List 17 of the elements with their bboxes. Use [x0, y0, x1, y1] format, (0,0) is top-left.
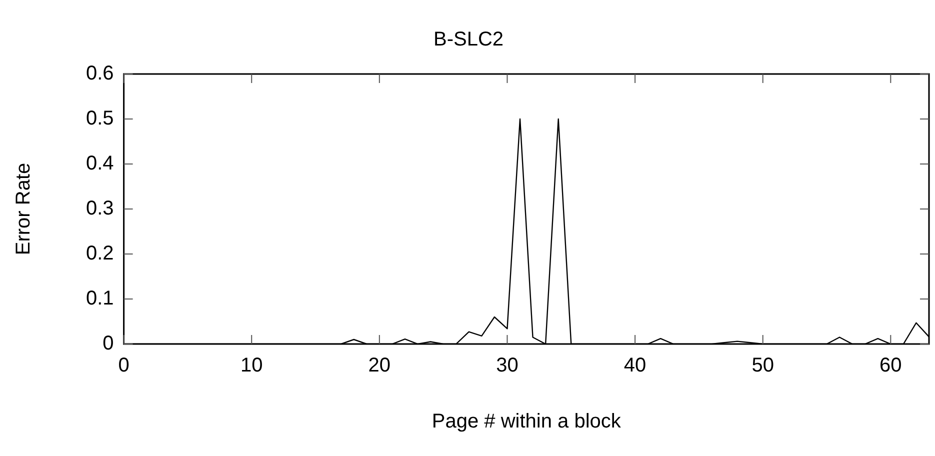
y-tick-label: 0.1 [86, 288, 114, 310]
y-tick-label: 0.2 [86, 242, 114, 265]
x-tick-label: 60 [880, 354, 902, 377]
y-tick-label: 0.3 [86, 198, 114, 220]
chart-title: B-SLC2 [433, 28, 504, 51]
x-tick-label: 40 [624, 354, 646, 377]
y-axis-title: Error Rate [12, 162, 35, 256]
y-tick-label: 0.4 [86, 152, 114, 175]
x-tick-label: 20 [368, 354, 391, 377]
x-tick-label: 50 [752, 354, 774, 377]
x-axis-title: Page # within a block [432, 410, 622, 433]
x-tick-label: 0 [118, 354, 130, 377]
y-tick-label: 0 [102, 332, 114, 355]
x-tick-label: 10 [240, 354, 263, 377]
y-tick-label: 0.5 [86, 108, 114, 130]
y-tick-label: 0.6 [86, 62, 114, 85]
x-tick-label: 30 [496, 354, 518, 377]
